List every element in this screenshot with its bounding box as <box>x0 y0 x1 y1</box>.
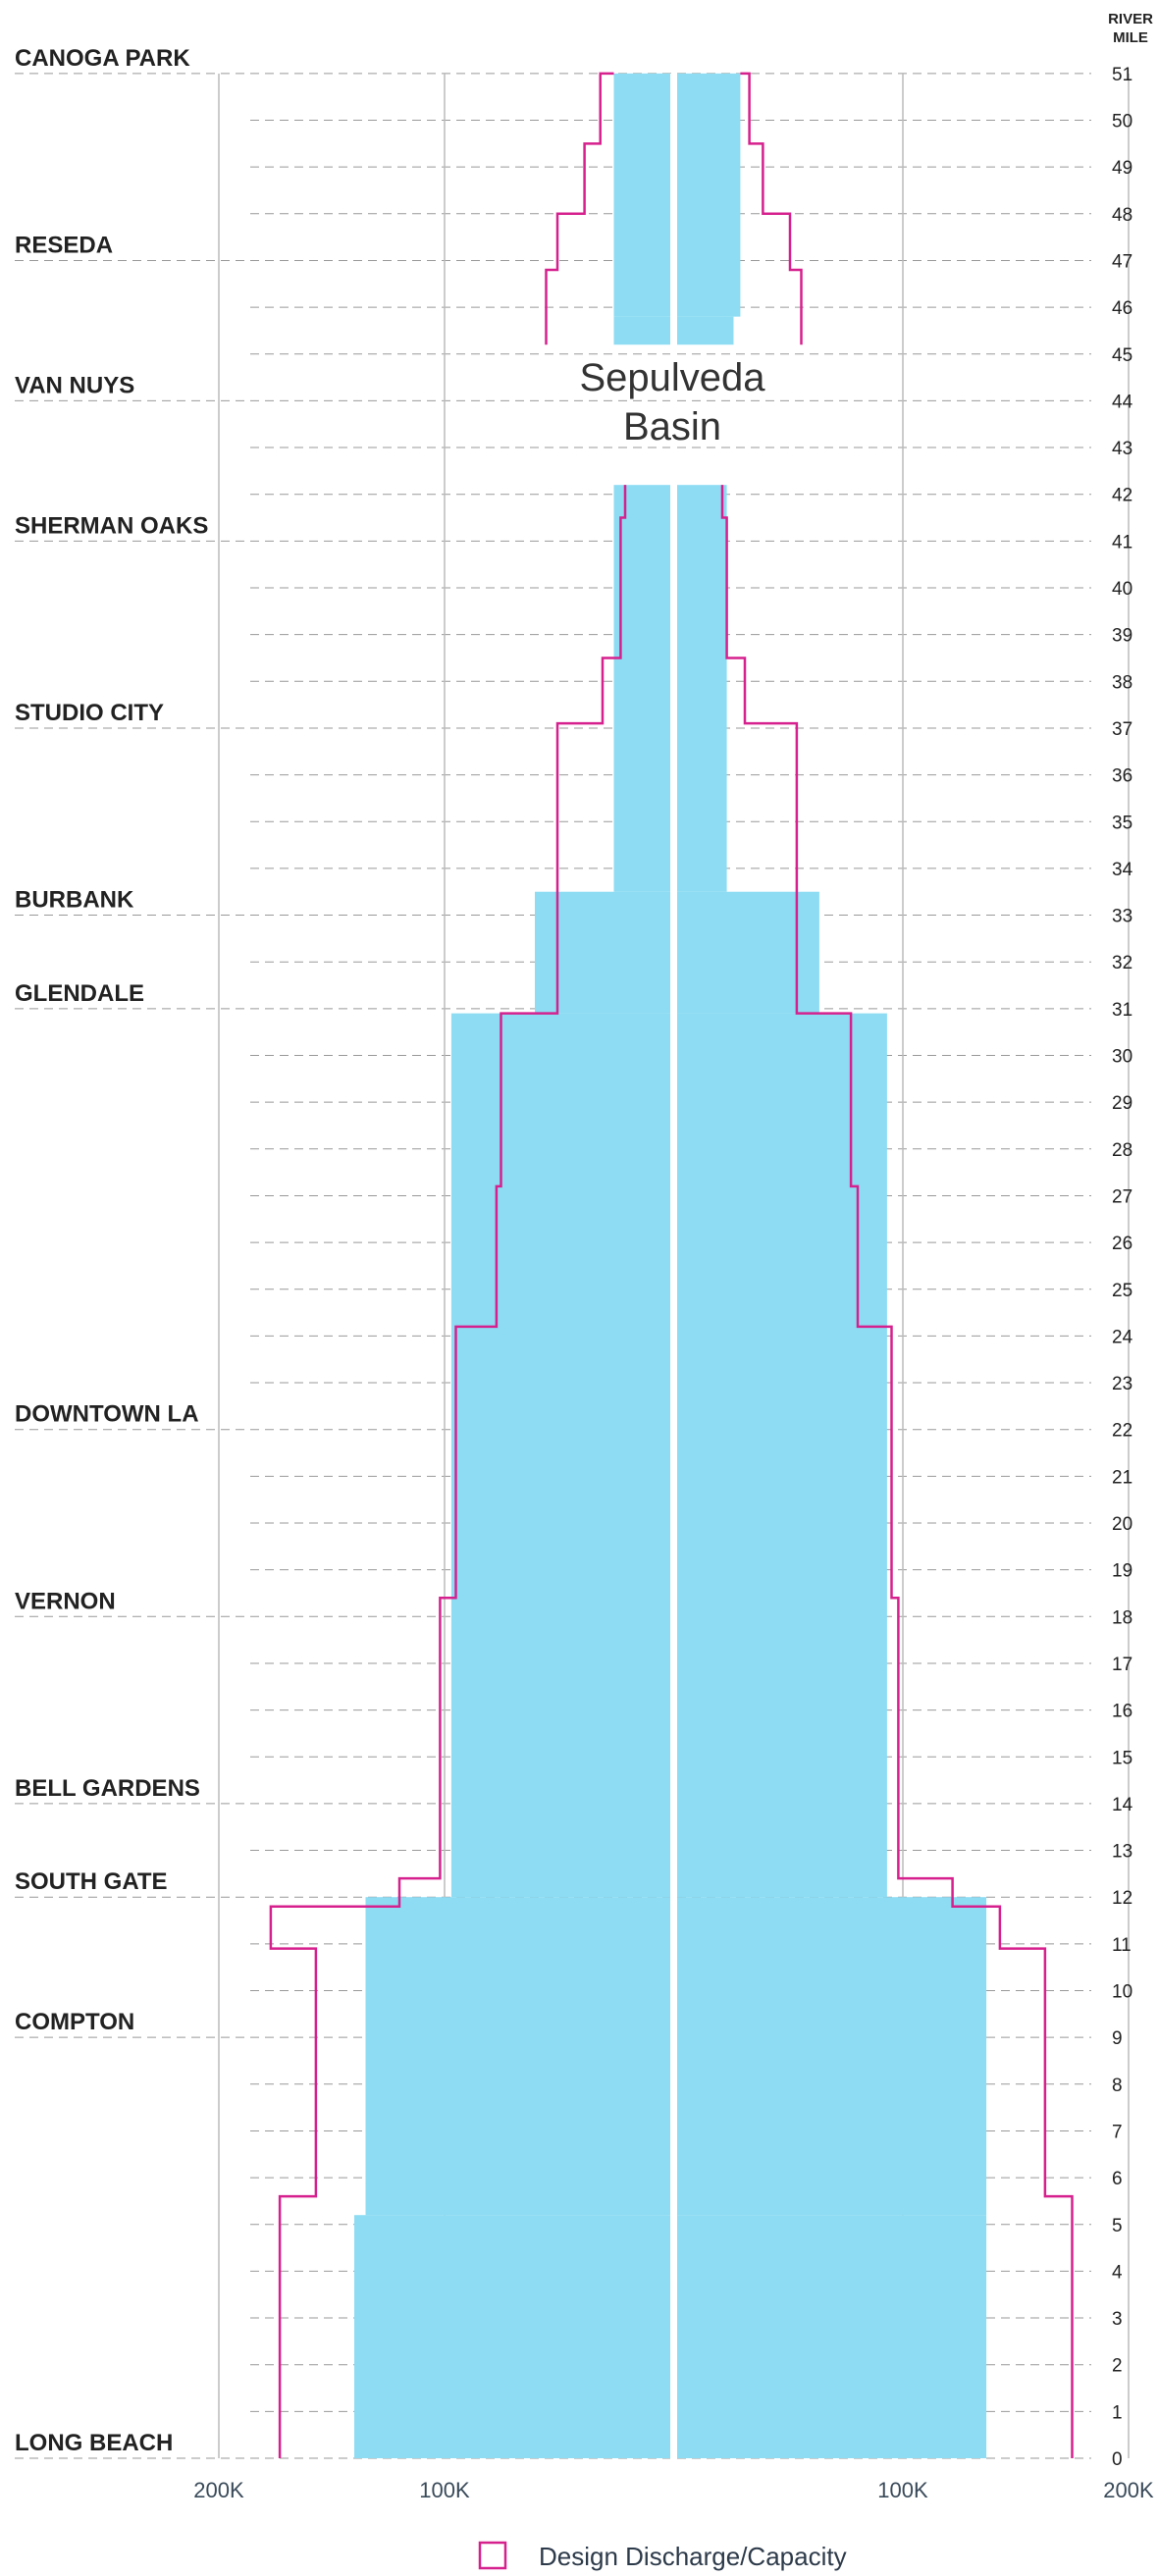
mile-tick-label: 5 <box>1112 2216 1123 2236</box>
mile-tick-label: 11 <box>1112 1935 1132 1956</box>
mile-tick-label: 29 <box>1112 1093 1132 1114</box>
design-outline-right <box>720 485 1074 2458</box>
mile-tick-label: 42 <box>1112 486 1132 506</box>
city-label: CANOGA PARK <box>15 45 190 72</box>
mile-tick-label: 15 <box>1112 1748 1132 1768</box>
mile-tick-label: 12 <box>1112 1888 1132 1909</box>
mile-tick-label: 44 <box>1112 392 1133 412</box>
mile-tick-label: 23 <box>1112 1374 1132 1394</box>
capacity-bar-right <box>677 1897 987 2216</box>
mile-tick-label: 14 <box>1112 1795 1133 1815</box>
capacity-bar-right <box>677 485 727 892</box>
mile-tick-label: 43 <box>1112 439 1132 459</box>
mile-tick-label: 3 <box>1112 2309 1123 2330</box>
mile-tick-label: 45 <box>1112 345 1132 366</box>
x-tick-label: 200K <box>1103 2478 1154 2502</box>
city-label: SHERMAN OAKS <box>15 512 208 539</box>
capacity-bar-left <box>613 316 670 345</box>
x-tick-label: 200K <box>193 2478 244 2502</box>
mile-tick-label: 13 <box>1112 1842 1132 1863</box>
mile-tick-label: 49 <box>1112 158 1132 179</box>
mile-tick-label: 19 <box>1112 1561 1132 1582</box>
mile-tick-label: 7 <box>1112 2122 1123 2142</box>
mile-tick-label: 20 <box>1112 1514 1132 1535</box>
mile-tick-label: 22 <box>1112 1421 1132 1442</box>
mile-tick-label: 51 <box>1112 65 1132 85</box>
capacity-bar-left <box>613 73 670 317</box>
labels: 0123456789101112131415161718192021222324… <box>15 45 1154 2502</box>
mile-tick-label: 30 <box>1112 1047 1132 1068</box>
capacity-bar-right <box>677 73 741 317</box>
mile-tick-label: 28 <box>1112 1140 1132 1161</box>
mile-tick-label: 32 <box>1112 953 1132 973</box>
capacity-bar-right <box>677 316 734 345</box>
mile-tick-label: 0 <box>1112 2449 1123 2470</box>
mile-tick-label: 41 <box>1112 532 1132 552</box>
mile-tick-label: 38 <box>1112 672 1132 693</box>
design-discharge-outline <box>269 72 1074 2458</box>
mile-tick-label: 25 <box>1112 1281 1132 1301</box>
mile-tick-label: 24 <box>1112 1327 1133 1347</box>
city-label: BURBANK <box>15 887 134 914</box>
river-mile-header-line1: RIVER <box>1108 11 1153 27</box>
mile-tick-label: 9 <box>1112 2028 1123 2049</box>
mile-tick-label: 35 <box>1112 813 1132 833</box>
mile-tick-label: 39 <box>1112 626 1132 647</box>
basin-label-line1: Sepulveda <box>579 356 765 399</box>
city-label: RESEDA <box>15 232 113 258</box>
mile-tick-label: 10 <box>1112 1982 1132 2003</box>
city-label: SOUTH GATE <box>15 1868 168 1895</box>
city-label: VERNON <box>15 1588 116 1614</box>
x-tick-label: 100K <box>877 2478 928 2502</box>
mile-tick-label: 46 <box>1112 298 1132 319</box>
city-label: COMPTON <box>15 2009 134 2035</box>
design-outline-left <box>545 72 614 345</box>
mile-tick-label: 2 <box>1112 2356 1123 2377</box>
mile-tick-label: 33 <box>1112 907 1132 927</box>
city-label: STUDIO CITY <box>15 700 164 726</box>
mile-tick-label: 48 <box>1112 205 1132 226</box>
city-label: DOWNTOWN LA <box>15 1401 199 1428</box>
mile-tick-label: 17 <box>1112 1655 1132 1675</box>
legend-swatch <box>478 2541 507 2570</box>
city-label: VAN NUYS <box>15 372 134 398</box>
center-divider <box>670 74 677 2463</box>
design-outline-left <box>269 485 627 2458</box>
mile-tick-label: 18 <box>1112 1607 1132 1628</box>
legend-label: Design Discharge/Capacity <box>539 2542 847 2571</box>
city-label: LONG BEACH <box>15 2430 173 2456</box>
capacity-bar-right <box>677 2215 987 2458</box>
mile-tick-label: 8 <box>1112 2076 1123 2096</box>
capacity-bar-left <box>613 485 670 892</box>
mile-tick-label: 4 <box>1112 2262 1123 2283</box>
mile-tick-label: 6 <box>1112 2169 1123 2189</box>
basin-label-line2: Basin <box>623 405 721 448</box>
river-mile-header-line2: MILE <box>1113 29 1148 46</box>
mile-tick-label: 34 <box>1112 860 1133 880</box>
capacity-area <box>354 73 987 2458</box>
mile-tick-label: 26 <box>1112 1234 1132 1254</box>
capacity-bar-left <box>365 1897 670 2216</box>
capacity-bar-left <box>535 891 670 1014</box>
mile-tick-label: 27 <box>1112 1186 1132 1207</box>
city-label: BELL GARDENS <box>15 1775 200 1802</box>
city-label: GLENDALE <box>15 980 144 1007</box>
capacity-bar-left <box>354 2215 670 2458</box>
capacity-bar-right <box>677 1013 887 1898</box>
mile-tick-label: 47 <box>1112 251 1132 272</box>
capacity-bar-right <box>677 891 819 1014</box>
mile-tick-label: 36 <box>1112 766 1132 787</box>
mile-tick-label: 21 <box>1112 1467 1132 1488</box>
mile-tick-label: 50 <box>1112 112 1132 132</box>
mile-tick-label: 40 <box>1112 579 1132 600</box>
design-outline-right <box>740 72 803 345</box>
mile-tick-label: 31 <box>1112 1000 1132 1021</box>
capacity-bar-left <box>450 1013 670 1898</box>
mile-tick-label: 37 <box>1112 719 1132 740</box>
mile-tick-label: 16 <box>1112 1702 1132 1722</box>
x-tick-label: 100K <box>419 2478 470 2502</box>
mile-tick-label: 1 <box>1112 2402 1123 2423</box>
